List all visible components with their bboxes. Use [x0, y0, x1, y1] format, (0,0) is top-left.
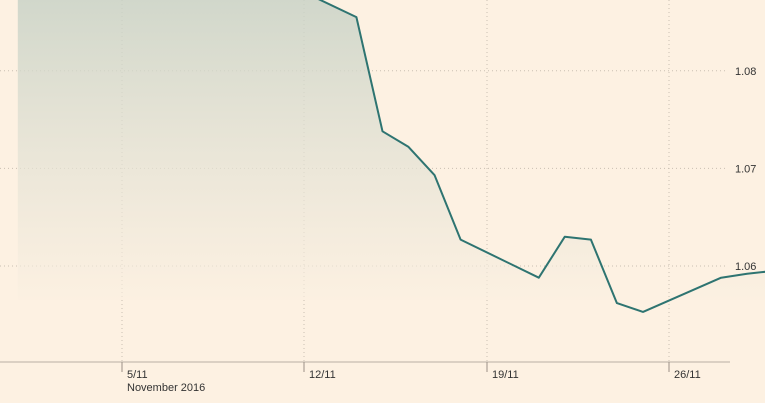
- x-tick-label: 5/11: [127, 369, 148, 381]
- y-tick-label: 1.07: [735, 163, 756, 175]
- x-axis-month-label: November 2016: [127, 382, 205, 394]
- x-axis-ticks: [121, 362, 670, 372]
- y-axis-labels: 1.061.071.081.091.101.11: [735, 66, 756, 273]
- x-axis-labels: 5/11 12/11 19/11 26/11: [127, 369, 701, 381]
- y-tick-label: 1.08: [735, 66, 756, 78]
- y-tick-label: 1.06: [735, 261, 756, 273]
- series-line: [318, 0, 765, 313]
- x-tick-label: 12/11: [309, 369, 336, 381]
- x-tick-label: 26/11: [674, 369, 701, 381]
- x-tick-label: 19/11: [492, 369, 519, 381]
- series-area: [17, 0, 765, 312]
